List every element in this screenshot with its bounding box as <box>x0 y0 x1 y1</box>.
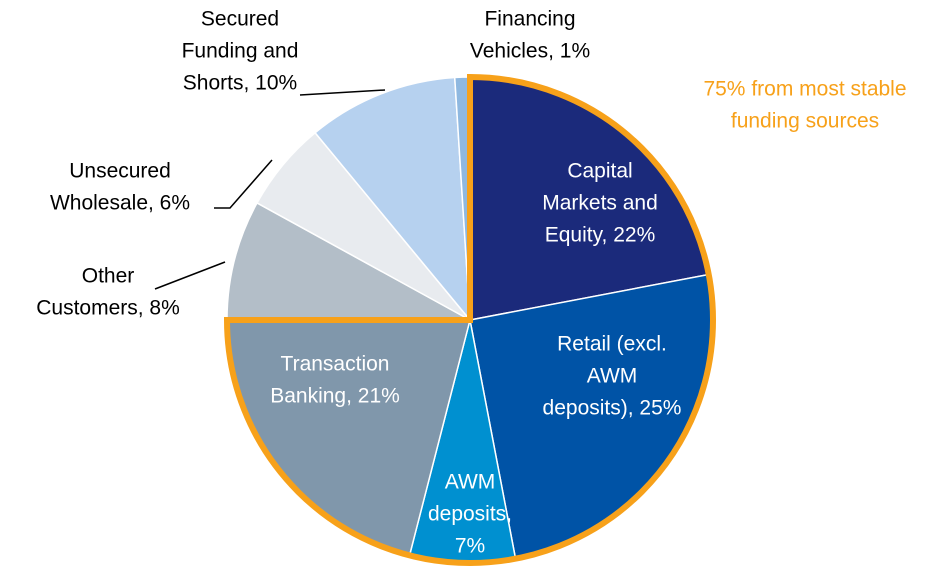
slice-label: AWM <box>587 365 638 388</box>
slice-label: Wholesale, 6% <box>50 192 190 215</box>
highlight-outline <box>223 73 716 566</box>
annotation: funding sources <box>731 110 879 133</box>
slice-label: 7% <box>455 535 485 558</box>
slice-label: Retail (excl. <box>557 333 667 356</box>
slice-label: Capital <box>567 160 632 183</box>
pie-slice <box>226 201 471 321</box>
slice-label: Customers, 8% <box>36 297 180 320</box>
slice-label: Banking, 21% <box>270 385 400 408</box>
slice-label: deposits), 25% <box>543 397 682 420</box>
leader-line <box>154 261 226 290</box>
slice-label: Secured <box>201 8 279 31</box>
slice-label: Transaction <box>281 353 390 376</box>
leader-line <box>214 159 273 209</box>
annotation: 75% from most stable <box>703 78 906 101</box>
slice-label: Unsecured <box>69 160 171 183</box>
pie-slice <box>314 76 471 323</box>
slice-label: Shorts, 10% <box>183 72 297 95</box>
slice-label: Vehicles, 1% <box>470 40 590 63</box>
slice-label: AWM <box>445 471 496 494</box>
slice-label: Other <box>82 265 135 288</box>
slice-label: Markets and <box>542 192 658 215</box>
slice-label: deposits, <box>428 503 512 526</box>
slice-label: Funding and <box>182 40 299 63</box>
slice-label: Financing <box>484 8 575 31</box>
leader-line <box>299 89 386 96</box>
slice-label: Equity, 22% <box>545 224 656 247</box>
